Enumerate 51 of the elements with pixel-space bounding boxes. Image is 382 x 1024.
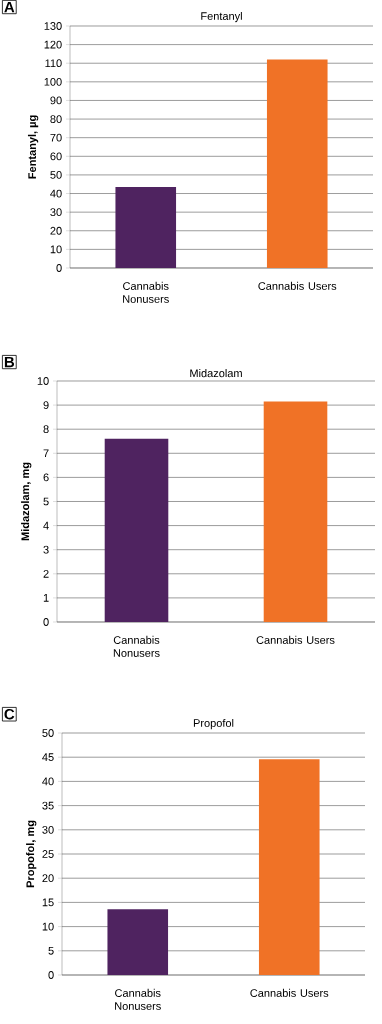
y-tick-label: 9 xyxy=(43,401,49,409)
y-tick-label: 20 xyxy=(42,874,54,883)
y-tick-label: 110 xyxy=(45,59,62,68)
y-tick-label: 50 xyxy=(42,729,54,737)
x-tick-label: Cannabis Users xyxy=(250,988,329,997)
chart-title: Midazolam xyxy=(190,369,242,378)
y-tick-label: 0 xyxy=(43,618,49,626)
y-tick-label: 100 xyxy=(44,77,62,86)
y-tick-label: 25 xyxy=(42,850,54,858)
x-tick-label: Cannabis Users xyxy=(258,281,337,290)
y-tick-label: 40 xyxy=(42,777,54,786)
y-tick-label: 60 xyxy=(50,152,62,161)
y-tick-label: 8 xyxy=(43,425,49,434)
y-tick-label: 6 xyxy=(43,473,49,482)
y-tick-label: 35 xyxy=(42,801,54,810)
x-tick-label: Cannabis Nonusers xyxy=(113,635,160,657)
x-tick-label: Cannabis Nonusers xyxy=(115,988,161,1010)
y-tick-label: 30 xyxy=(50,208,62,217)
y-tick-label: 5 xyxy=(43,497,49,506)
x-tick-label: Cannabis Nonusers xyxy=(123,281,169,303)
y-tick-label: 7 xyxy=(43,449,49,458)
x-tick-label: Cannabis Users xyxy=(256,635,335,644)
y-tick-label: 10 xyxy=(42,922,54,931)
y-tick-label: 70 xyxy=(50,133,62,142)
y-tick-label: 15 xyxy=(42,898,54,907)
y-tick-label: 5 xyxy=(48,946,54,955)
y-tick-label: 0 xyxy=(48,971,54,979)
y-tick-label: 2 xyxy=(43,569,49,578)
chart-title: Propofol xyxy=(193,718,234,730)
y-tick-label: 40 xyxy=(50,189,62,198)
y-tick-label: 4 xyxy=(43,521,49,530)
y-tick-label: 50 xyxy=(50,171,62,179)
y-tick-label: 3 xyxy=(43,545,49,554)
y-tick-label: 1 xyxy=(43,594,49,602)
y-tick-label: 10 xyxy=(37,377,49,385)
y-axis-title: Midazolam, mg xyxy=(21,462,32,541)
chart-title: Fentanyl xyxy=(201,11,242,23)
y-tick-label: 45 xyxy=(42,753,54,762)
y-tick-label: 0 xyxy=(56,264,62,272)
text: A xyxy=(4,1,15,13)
y-tick-label: 80 xyxy=(50,115,62,123)
y-tick-label: 90 xyxy=(50,96,62,105)
y-tick-label: 130 xyxy=(44,22,62,30)
y-tick-label: 10 xyxy=(50,245,62,254)
y-axis-title: Propofol, mg xyxy=(26,820,37,888)
text: C xyxy=(4,708,15,720)
y-tick-label: 30 xyxy=(42,825,54,834)
text: B xyxy=(4,356,15,368)
y-axis-title: Fentanyl, µg xyxy=(27,115,39,179)
y-tick-label: 120 xyxy=(44,40,62,49)
y-tick-label: 20 xyxy=(50,226,62,235)
